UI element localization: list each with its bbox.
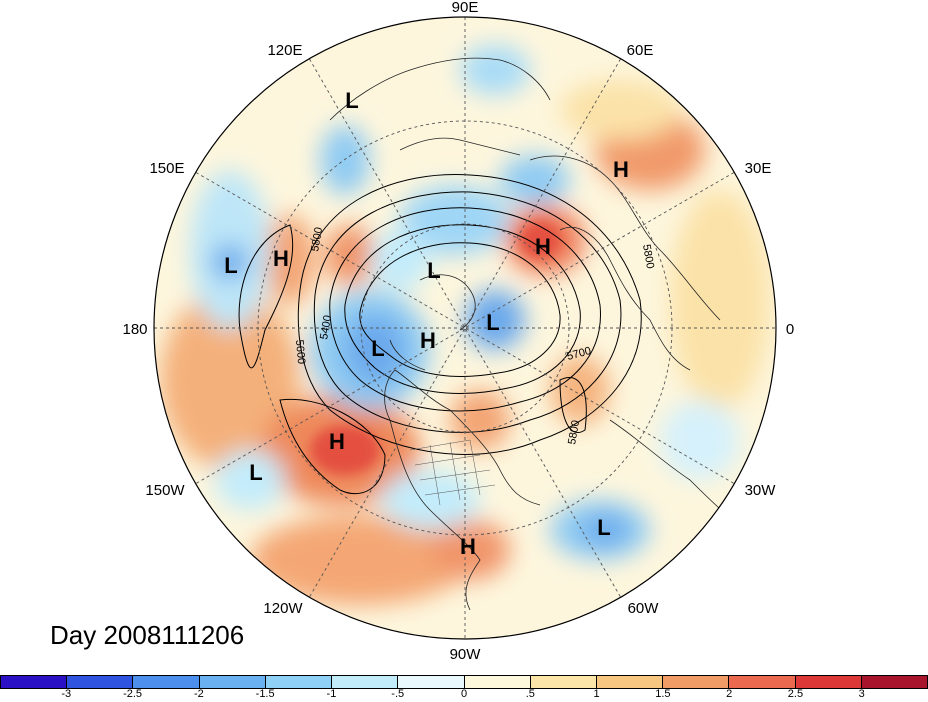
political-boundaries (409, 439, 496, 506)
colorbar-swatch (133, 676, 200, 688)
colorbar-tick-label: -2 (193, 688, 204, 700)
colorbar-swatch (67, 676, 134, 688)
colorbar-swatch (398, 676, 465, 688)
low-center-label: L (427, 258, 440, 283)
contour-label: 5800 (309, 226, 325, 252)
low-center-label: L (345, 88, 358, 113)
colorbar-swatch (596, 676, 664, 688)
colorbar-tick-label: 0 (460, 688, 468, 700)
colorbar-swatch (663, 676, 730, 688)
high-center-label: H (460, 534, 476, 559)
colorbar-swatch (265, 676, 333, 688)
colorbar-tick-label: -1.5 (255, 688, 275, 700)
contour-label: 5600 (293, 339, 307, 364)
lon-label-60w: 60W (628, 600, 660, 617)
colorbar-tick-label: 2.5 (787, 688, 804, 700)
longitude-labels: 90E 60E 30E 0 30W 60W 90W 120W 150W 180 … (122, 0, 794, 663)
graticule (154, 17, 776, 639)
high-center-label: H (535, 234, 551, 259)
lon-label-180: 180 (122, 321, 147, 338)
colorbar-swatch (199, 676, 266, 688)
colorbar-tick-label: 1.5 (655, 688, 671, 700)
colorbar-swatch (861, 676, 928, 688)
lon-label-120w: 120W (263, 600, 303, 617)
low-center-label: L (597, 515, 610, 540)
colorbar-tick-label: 2 (726, 688, 733, 700)
lon-label-90w: 90W (450, 646, 482, 663)
colorbar-tick-label: -3 (61, 688, 72, 700)
lon-label-90e: 90E (452, 0, 479, 16)
colorbar-swatch (530, 676, 597, 688)
low-center-label: L (371, 336, 384, 361)
height-contours (238, 173, 642, 495)
high-center-label: H (329, 429, 345, 454)
day-title: Day 2008111206 (50, 620, 245, 650)
lon-label-150w: 150W (145, 482, 185, 499)
colorbar-tick-label: -1 (326, 688, 337, 700)
high-center-label: H (273, 246, 289, 271)
lon-label-150e: 150E (149, 160, 184, 177)
colorbar-swatch (795, 676, 862, 688)
colorbar-swatch (332, 676, 399, 688)
colorbar-tick-label: 3 (858, 688, 865, 700)
colorbar-tick-label: -.5 (391, 688, 405, 700)
lon-label-0: 0 (786, 321, 794, 338)
contour-label: 5800 (566, 419, 582, 445)
lon-label-60e: 60E (627, 42, 654, 59)
pressure-centers: L H L H H L L L H L H L H (224, 88, 629, 559)
colorbar-swatch (729, 676, 796, 688)
map-boundary (153, 16, 777, 640)
colorbar-swatch (464, 676, 531, 688)
colorbar-tick-label: 1 (593, 688, 600, 700)
colorbar-swatch (1, 676, 68, 688)
colorbar-tick-label: -2.5 (123, 688, 143, 700)
lon-label-120e: 120E (267, 42, 302, 59)
lon-label-30w: 30W (745, 482, 777, 499)
colorbar-tick-label: .5 (525, 688, 535, 700)
high-center-label: H (613, 157, 629, 182)
low-center-label: L (249, 460, 262, 485)
low-center-label: L (486, 310, 499, 335)
contour-label: 5800 (640, 243, 656, 269)
contour-label: 5400 (318, 314, 334, 340)
low-center-label: L (224, 253, 237, 278)
high-center-label: H (420, 328, 436, 353)
colorbar (0, 675, 928, 689)
lon-label-30e: 30E (745, 160, 772, 177)
